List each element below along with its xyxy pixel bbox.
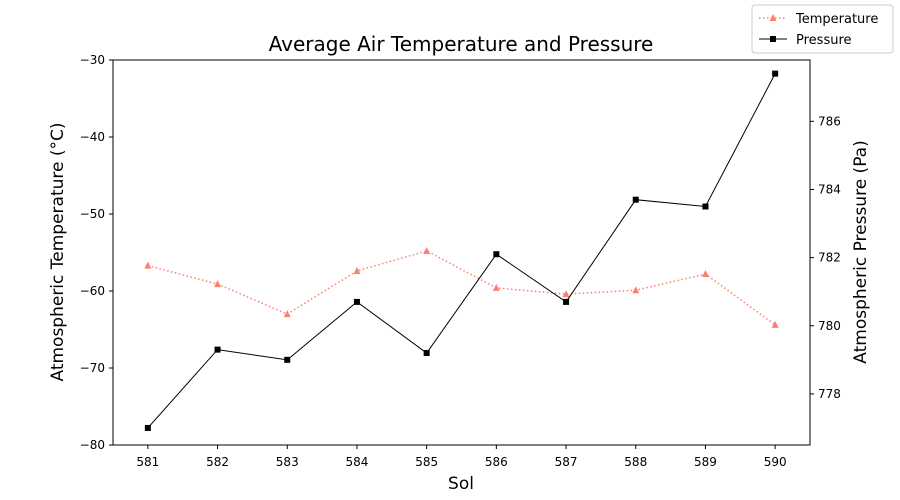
y-right-tick-label: 778 — [818, 387, 841, 401]
y-left-tick-label: −50 — [80, 207, 105, 221]
x-tick-label: 585 — [415, 455, 438, 469]
x-tick-label: 588 — [624, 455, 647, 469]
temperature-series-line — [147, 250, 776, 326]
temperature-point — [353, 266, 361, 274]
y-right-tick-label: 782 — [818, 251, 841, 265]
temperature-point — [214, 280, 222, 288]
pressure-point — [423, 350, 430, 357]
x-tick-label: 584 — [345, 455, 368, 469]
pressure-point — [493, 251, 500, 258]
legend-temperature-marker — [769, 14, 777, 21]
x-axis-label: Sol — [448, 474, 474, 494]
legend-box — [751, 4, 894, 54]
y-left-tick-label: −70 — [80, 361, 105, 375]
x-tick-label: 590 — [764, 455, 787, 469]
x-tick-label: 589 — [694, 455, 717, 469]
legend-pressure-marker — [770, 36, 776, 42]
legend-pressure-label: Pressure — [796, 33, 852, 48]
x-tick-label: 586 — [485, 455, 508, 469]
y-right-tick-label: 784 — [818, 182, 841, 196]
pressure-point — [214, 346, 221, 353]
temperature-point — [283, 310, 291, 318]
temperature-point — [423, 246, 431, 254]
legend: Temperature Pressure — [751, 4, 894, 54]
chart-title: Average Air Temperature and Pressure — [269, 32, 654, 56]
x-tick-label: 581 — [136, 455, 159, 469]
temperature-point — [144, 261, 152, 269]
y-left-tick-label: −30 — [80, 53, 105, 67]
temperature-point — [632, 286, 640, 294]
y-right-tick-label: 780 — [818, 319, 841, 333]
y-axis-right-label: Atmospheric Pressure (Pa) — [851, 140, 871, 363]
y-right-tick-label: 786 — [818, 114, 841, 128]
pressure-point — [284, 356, 291, 363]
x-tick-label: 583 — [276, 455, 299, 469]
temperature-point — [701, 270, 709, 278]
x-tick-label: 582 — [206, 455, 229, 469]
y-left-tick-label: −80 — [80, 438, 105, 452]
pressure-series-line — [147, 73, 776, 429]
pressure-point — [702, 203, 709, 210]
legend-temperature-label: Temperature — [795, 12, 878, 27]
y-axis-left-label: Atmospheric Temperature (°C) — [48, 122, 68, 381]
y-left-tick-label: −60 — [80, 284, 105, 298]
temperature-point — [492, 283, 500, 291]
pressure-point — [144, 424, 151, 431]
temperature-point — [771, 320, 779, 328]
plot-frame — [112, 59, 811, 446]
pressure-point — [772, 70, 779, 77]
pressure-point — [563, 298, 570, 305]
x-tick-label: 587 — [555, 455, 578, 469]
pressure-point — [353, 298, 360, 305]
y-left-tick-label: −40 — [80, 130, 105, 144]
pressure-point — [632, 196, 639, 203]
temperature-point — [562, 290, 570, 298]
